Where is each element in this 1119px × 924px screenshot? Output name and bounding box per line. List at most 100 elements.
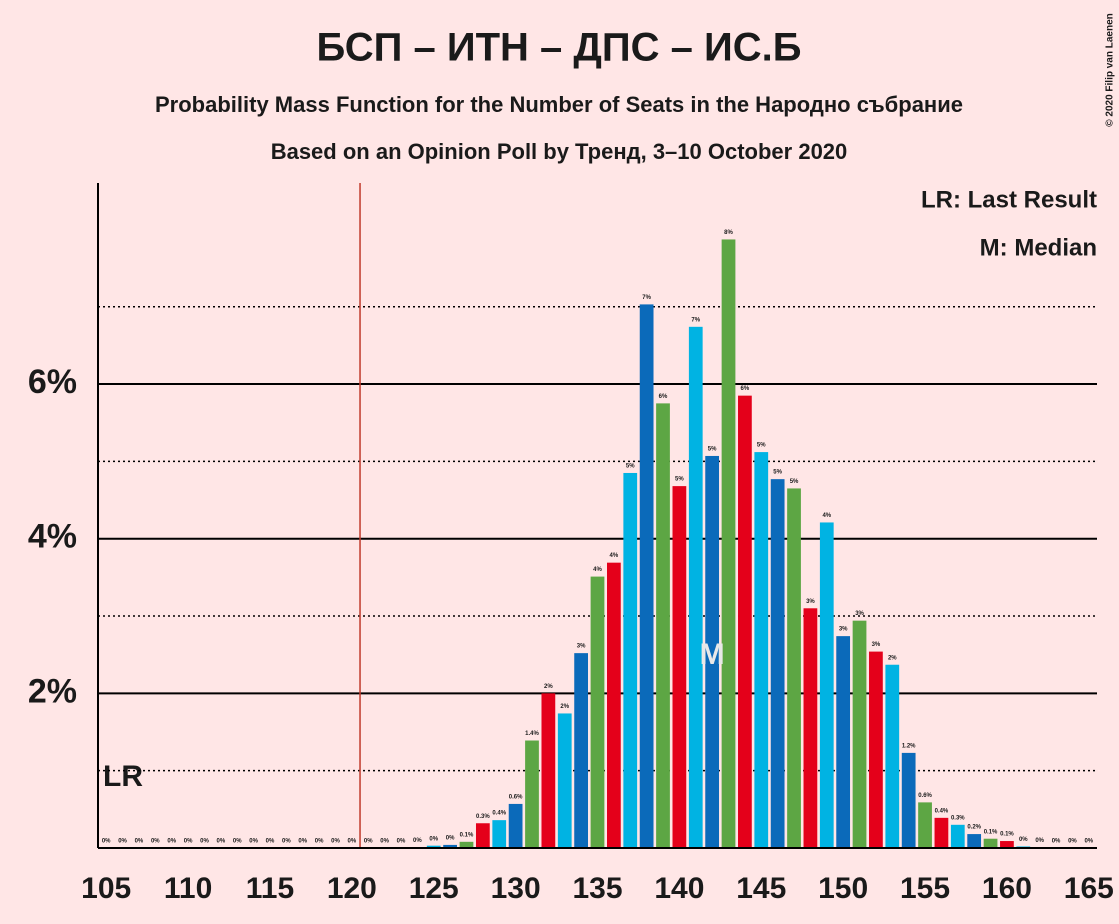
bar	[787, 488, 801, 848]
bar	[492, 820, 507, 848]
chart-subtitle: Probability Mass Function for the Number…	[155, 92, 963, 117]
copyright: © 2020 Filip van Laenen	[1105, 13, 1116, 127]
y-tick-label: 2%	[28, 672, 77, 710]
bar	[738, 395, 752, 848]
bar	[459, 841, 474, 848]
x-tick-label: 160	[982, 872, 1032, 905]
x-tick-label: 135	[572, 872, 622, 905]
value-label: 0.1%	[460, 832, 474, 838]
value-label: 0%	[282, 839, 291, 845]
value-label: 0.6%	[509, 795, 523, 801]
value-label: 3%	[577, 644, 586, 650]
value-label: 0%	[364, 839, 373, 845]
bar	[934, 817, 949, 848]
bar	[574, 653, 589, 848]
value-label: 0%	[1068, 839, 1077, 845]
value-label: 0.6%	[918, 793, 932, 799]
bar	[426, 845, 441, 848]
value-label: 0%	[233, 839, 242, 845]
value-label: 0%	[184, 839, 193, 845]
value-label: 0%	[380, 839, 389, 845]
value-label: 4%	[822, 513, 831, 519]
value-label: 0%	[429, 836, 438, 842]
value-label: 0%	[397, 839, 406, 845]
bar	[656, 403, 670, 848]
y-tick-label: 4%	[28, 518, 77, 556]
value-label: 3%	[806, 599, 815, 605]
value-label: 8%	[724, 230, 733, 236]
bar	[705, 455, 720, 848]
x-tick-label: 140	[654, 872, 704, 905]
bar	[590, 576, 605, 848]
x-tick-label: 165	[1064, 872, 1114, 905]
value-label: 0%	[298, 839, 307, 845]
bar	[721, 239, 736, 848]
bar	[967, 834, 982, 848]
value-label: 6%	[741, 386, 750, 392]
x-tick-label: 115	[246, 872, 294, 905]
y-tick-label: 6%	[28, 363, 77, 401]
bar	[557, 713, 572, 848]
bar	[639, 304, 654, 849]
value-label: 0%	[1052, 839, 1061, 845]
x-tick-label: 125	[409, 872, 459, 905]
x-tick-label: 110	[164, 872, 212, 905]
value-label: 1.4%	[525, 731, 539, 737]
x-tick-label: 105	[81, 872, 131, 905]
value-label: 5%	[626, 464, 635, 470]
value-label: 5%	[708, 447, 717, 453]
value-label: 0%	[216, 839, 225, 845]
value-label: 0%	[1035, 838, 1044, 844]
value-label: 5%	[790, 479, 799, 485]
bar	[770, 479, 785, 848]
value-label: 0%	[151, 839, 160, 845]
bar	[918, 802, 932, 848]
value-label: 0%	[102, 839, 111, 845]
value-label: 3%	[855, 611, 864, 617]
value-label: 0.4%	[492, 811, 506, 817]
value-label: 2%	[544, 684, 553, 690]
bar	[885, 664, 900, 848]
chart-title: БСП – ИТН – ДПС – ИС.Б	[317, 26, 802, 70]
value-label: 0%	[200, 839, 209, 845]
bar	[819, 522, 834, 848]
bar	[508, 803, 523, 848]
bar	[754, 452, 769, 848]
bar	[606, 562, 621, 848]
value-label: 0.1%	[1000, 832, 1014, 838]
value-label: 3%	[839, 627, 848, 633]
bar	[443, 844, 457, 848]
median-label: M	[700, 638, 725, 671]
value-label: 0.4%	[935, 808, 949, 814]
value-label: 2%	[888, 655, 897, 661]
bar	[1000, 841, 1014, 848]
bar	[901, 752, 916, 848]
legend-entry: M: Median	[980, 234, 1097, 261]
value-label: 2%	[560, 704, 569, 710]
value-label: 0.3%	[476, 814, 490, 820]
bar	[688, 326, 703, 849]
value-label: 0%	[266, 839, 275, 845]
value-label: 6%	[659, 394, 668, 400]
value-label: 0%	[249, 839, 258, 845]
value-label: 0%	[167, 839, 176, 845]
value-label: 4%	[593, 567, 602, 573]
x-tick-label: 120	[327, 872, 377, 905]
legend-entry: LR: Last Result	[921, 186, 1097, 213]
bar	[672, 486, 687, 848]
value-label: 0%	[118, 839, 127, 845]
value-label: 0%	[446, 835, 455, 841]
value-label: 0%	[1019, 837, 1028, 843]
x-tick-label: 130	[491, 872, 541, 905]
value-label: 0%	[413, 838, 422, 844]
bar	[803, 608, 818, 848]
value-label: 0.1%	[984, 829, 998, 835]
value-label: 0.2%	[967, 825, 981, 831]
value-label: 1.2%	[902, 743, 916, 749]
value-label: 4%	[610, 553, 619, 559]
bar	[950, 824, 965, 848]
chart-subtitle: Based on an Opinion Poll by Тренд, 3–10 …	[271, 139, 848, 164]
bar	[836, 636, 851, 848]
value-label: 0%	[315, 839, 324, 845]
